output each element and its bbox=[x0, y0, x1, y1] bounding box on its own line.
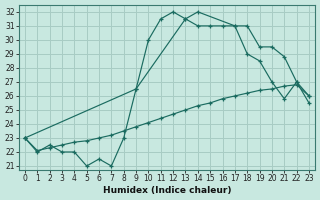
X-axis label: Humidex (Indice chaleur): Humidex (Indice chaleur) bbox=[103, 186, 231, 195]
